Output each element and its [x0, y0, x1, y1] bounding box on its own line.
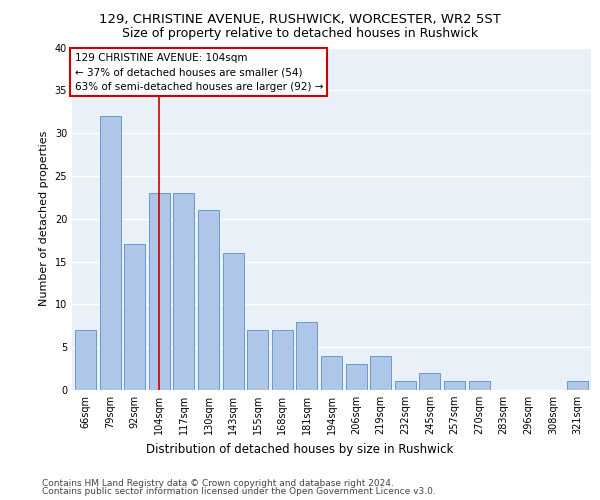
Bar — [198, 210, 219, 390]
Bar — [296, 322, 317, 390]
Bar — [444, 382, 465, 390]
Bar — [75, 330, 96, 390]
Text: Distribution of detached houses by size in Rushwick: Distribution of detached houses by size … — [146, 442, 454, 456]
Text: 129 CHRISTINE AVENUE: 104sqm
← 37% of detached houses are smaller (54)
63% of se: 129 CHRISTINE AVENUE: 104sqm ← 37% of de… — [74, 52, 323, 92]
Bar — [419, 373, 440, 390]
Text: 129, CHRISTINE AVENUE, RUSHWICK, WORCESTER, WR2 5ST: 129, CHRISTINE AVENUE, RUSHWICK, WORCEST… — [99, 12, 501, 26]
Bar — [247, 330, 268, 390]
Bar — [370, 356, 391, 390]
Bar — [149, 193, 170, 390]
Bar — [321, 356, 342, 390]
Text: Contains HM Land Registry data © Crown copyright and database right 2024.: Contains HM Land Registry data © Crown c… — [42, 478, 394, 488]
Bar — [173, 193, 194, 390]
Y-axis label: Number of detached properties: Number of detached properties — [39, 131, 49, 306]
Bar — [469, 382, 490, 390]
Text: Contains public sector information licensed under the Open Government Licence v3: Contains public sector information licen… — [42, 487, 436, 496]
Bar — [272, 330, 293, 390]
Text: Size of property relative to detached houses in Rushwick: Size of property relative to detached ho… — [122, 28, 478, 40]
Bar — [124, 244, 145, 390]
Bar — [567, 382, 588, 390]
Bar — [395, 382, 416, 390]
Bar — [223, 253, 244, 390]
Bar — [346, 364, 367, 390]
Bar — [100, 116, 121, 390]
